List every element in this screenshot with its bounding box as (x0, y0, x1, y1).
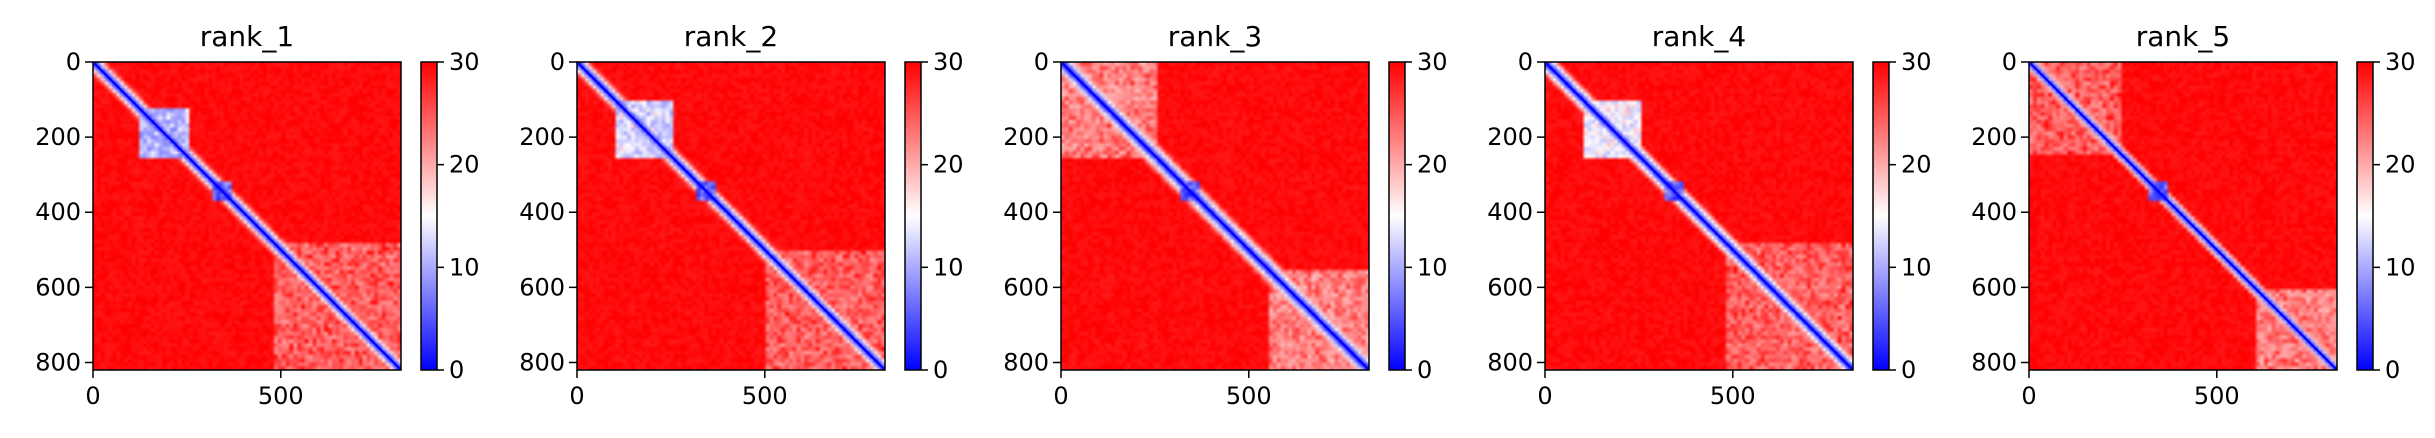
y-tick-label: 0 (1518, 48, 1533, 76)
colorbar-tick-label: 10 (2385, 253, 2416, 281)
diagonal-line (576, 61, 886, 371)
axes-frame (1544, 61, 1854, 371)
colorbar (1872, 61, 1890, 371)
y-tick-label: 0 (2002, 48, 2017, 76)
y-tick-label: 0 (66, 48, 81, 76)
colorbar-tick-label: 20 (1901, 151, 1932, 179)
y-tick-label: 400 (35, 198, 81, 226)
colorbar-tick-label: 0 (2385, 356, 2400, 384)
y-tick-label: 800 (1971, 348, 2017, 376)
panel-title: rank_1 (200, 20, 294, 53)
y-tick-label: 400 (519, 198, 565, 226)
colorbar-tick-label: 0 (933, 356, 948, 384)
x-tick-label: 500 (742, 382, 788, 410)
colorbar (420, 61, 438, 371)
colorbar-tick-label: 0 (449, 356, 464, 384)
colorbar-tick-label: 10 (449, 253, 480, 281)
panel-title: rank_2 (684, 20, 778, 53)
axes-frame (92, 61, 402, 371)
y-tick-label: 600 (1003, 273, 1049, 301)
colorbar-tick-label: 30 (1901, 48, 1932, 76)
y-tick-label: 800 (35, 348, 81, 376)
y-tick-label: 600 (35, 273, 81, 301)
x-tick-label: 0 (569, 382, 584, 410)
colorbar-tick-label: 20 (449, 151, 480, 179)
y-tick-label: 0 (1034, 48, 1049, 76)
colorbar-tick-label: 30 (2385, 48, 2416, 76)
y-tick-label: 800 (1487, 348, 1533, 376)
y-tick-label: 200 (1003, 123, 1049, 151)
colorbar-tick-label: 20 (1417, 151, 1448, 179)
y-tick-label: 400 (1003, 198, 1049, 226)
colorbar-tick-label: 30 (449, 48, 480, 76)
colorbar-tick-label: 10 (1417, 253, 1448, 281)
y-tick-label: 800 (519, 348, 565, 376)
y-tick-label: 200 (35, 123, 81, 151)
panel-title: rank_4 (1652, 20, 1746, 53)
x-tick-label: 500 (2194, 382, 2240, 410)
colorbar (904, 61, 922, 371)
panel-title: rank_5 (2136, 20, 2230, 53)
colorbar-tick-label: 0 (1417, 356, 1432, 384)
x-tick-label: 500 (1710, 382, 1756, 410)
y-tick-label: 600 (1487, 273, 1533, 301)
x-tick-label: 0 (1053, 382, 1068, 410)
y-tick-label: 600 (519, 273, 565, 301)
axes-frame (576, 61, 886, 371)
y-tick-label: 200 (1487, 123, 1533, 151)
y-tick-label: 200 (1971, 123, 2017, 151)
y-tick-label: 0 (550, 48, 565, 76)
colorbar (1388, 61, 1406, 371)
diagonal-line (92, 61, 402, 371)
y-tick-label: 400 (1487, 198, 1533, 226)
axes-frame (1060, 61, 1370, 371)
x-tick-label: 500 (1226, 382, 1272, 410)
y-tick-label: 600 (1971, 273, 2017, 301)
colorbar-tick-label: 30 (933, 48, 964, 76)
colorbar-tick-label: 0 (1901, 356, 1916, 384)
y-tick-label: 800 (1003, 348, 1049, 376)
colorbar-tick-label: 10 (933, 253, 964, 281)
panel-title: rank_3 (1168, 20, 1262, 53)
colorbar-tick-label: 20 (2385, 151, 2416, 179)
colorbar-tick-label: 20 (933, 151, 964, 179)
colorbar-tick-label: 30 (1417, 48, 1448, 76)
colorbar (2356, 61, 2374, 371)
diagonal-line (1060, 61, 1370, 371)
diagonal-line (2028, 61, 2338, 371)
y-tick-label: 200 (519, 123, 565, 151)
colorbar-tick-label: 10 (1901, 253, 1932, 281)
x-tick-label: 0 (2021, 382, 2036, 410)
x-tick-label: 500 (258, 382, 304, 410)
axes-frame (2028, 61, 2338, 371)
x-tick-label: 0 (1537, 382, 1552, 410)
diagonal-line (1544, 61, 1854, 371)
x-tick-label: 0 (85, 382, 100, 410)
y-tick-label: 400 (1971, 198, 2017, 226)
